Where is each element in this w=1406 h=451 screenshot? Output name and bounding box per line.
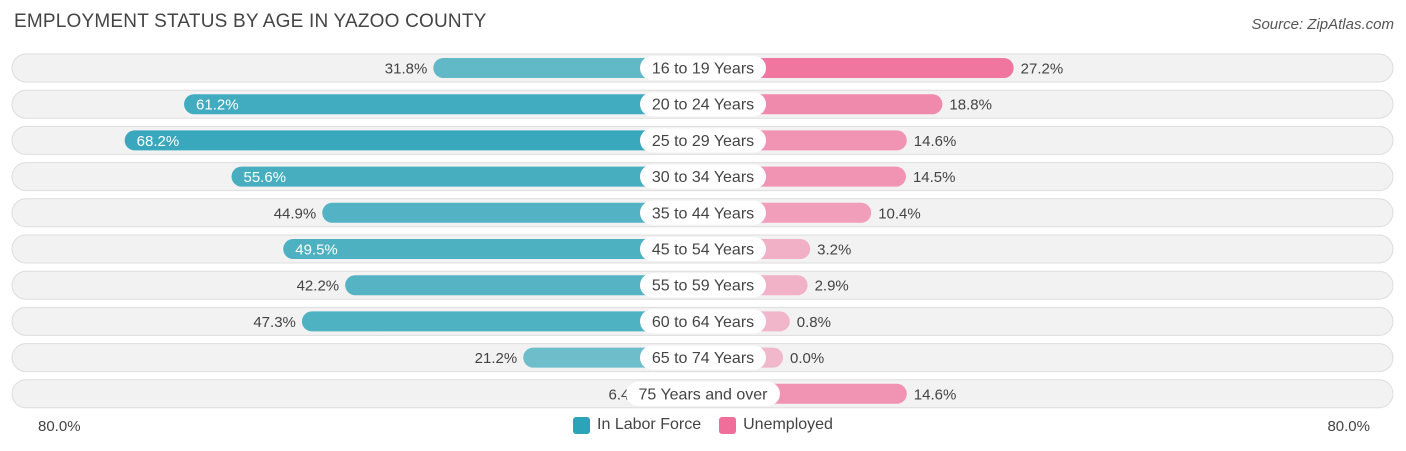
category-label: 25 to 29 Years: [652, 133, 754, 150]
bar-labor: [301, 311, 703, 332]
value-label-unemployed: 2.9%: [815, 278, 849, 295]
category-pill: [640, 56, 766, 80]
value-label-labor: 31.8%: [385, 61, 428, 78]
value-label-unemployed: 18.8%: [949, 97, 992, 114]
value-label-unemployed: 3.2%: [817, 242, 851, 259]
legend-swatch-unemployed: [719, 416, 737, 434]
value-label-labor: 61.2%: [196, 97, 239, 114]
chart-title: EMPLOYMENT STATUS BY AGE IN YAZOO COUNTY: [14, 11, 487, 32]
category-label: 65 to 74 Years: [652, 350, 754, 367]
value-label-labor: 49.5%: [295, 242, 338, 259]
category-label: 35 to 44 Years: [652, 205, 754, 222]
category-pill: [640, 128, 766, 153]
category-pill: [626, 381, 780, 406]
bar-labor: [283, 239, 703, 259]
category-label: 20 to 24 Years: [652, 97, 754, 114]
value-label-labor: 68.2%: [137, 133, 180, 150]
bar-labor: [345, 275, 703, 296]
category-label: 60 to 64 Years: [652, 314, 754, 331]
category-pill: [640, 200, 766, 225]
value-label-unemployed: 27.2%: [1021, 61, 1064, 78]
value-label-unemployed: 14.5%: [913, 169, 956, 186]
category-pill: [640, 164, 766, 189]
category-pill: [640, 273, 766, 298]
value-label-labor: 44.9%: [274, 205, 317, 222]
legend-label-unemployed: Unemployed: [743, 416, 833, 433]
category-pill: [640, 309, 766, 334]
bar-labor: [322, 202, 703, 223]
value-label-unemployed: 10.4%: [878, 205, 921, 222]
category-label: 45 to 54 Years: [652, 242, 754, 259]
bar-unemployed: [703, 58, 1014, 78]
value-label-labor: 47.3%: [253, 314, 296, 331]
legend-item-unemployed[interactable]: Unemployed: [719, 416, 833, 434]
value-label-unemployed: 14.6%: [914, 133, 957, 150]
value-label-labor: 55.6%: [244, 169, 287, 186]
category-pill: [640, 345, 766, 370]
value-label-labor: 42.2%: [297, 278, 340, 295]
category-pill: [640, 237, 766, 261]
legend-swatch-labor: [573, 416, 591, 434]
category-label: 75 Years and over: [639, 386, 769, 403]
category-label: 30 to 34 Years: [652, 169, 754, 186]
axis-left-label: 80.0%: [38, 418, 81, 435]
value-label-unemployed: 14.6%: [914, 386, 957, 403]
axis-right-label: 80.0%: [1327, 418, 1370, 435]
bar-labor: [231, 166, 703, 187]
source-note: Source: ZipAtlas.com: [1251, 16, 1394, 33]
legend-label-labor: In Labor Force: [597, 416, 702, 433]
category-label: 16 to 19 Years: [652, 61, 754, 78]
category-label: 55 to 59 Years: [652, 278, 754, 295]
bar-labor: [184, 94, 704, 115]
value-label-unemployed: 0.8%: [797, 314, 831, 331]
category-pill: [640, 92, 766, 117]
legend-item-labor[interactable]: In Labor Force: [573, 416, 701, 434]
value-label-unemployed: 0.0%: [790, 350, 824, 367]
bar-labor: [433, 58, 703, 78]
bar-labor: [124, 130, 703, 151]
legend: In Labor Force Unemployed: [0, 416, 1406, 434]
value-label-labor: 21.2%: [475, 350, 518, 367]
